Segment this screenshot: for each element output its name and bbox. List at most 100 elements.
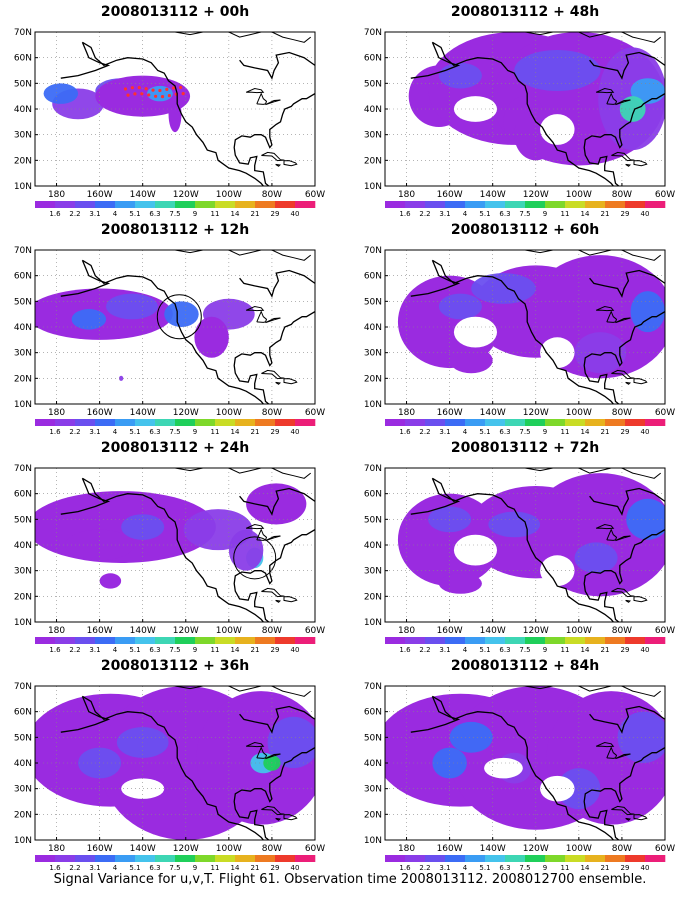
colorbar-label: 1.6	[49, 428, 61, 436]
colorbar-swatch	[525, 637, 546, 644]
colorbar-swatch	[585, 201, 606, 208]
lon-tick-label: 140W	[130, 844, 156, 854]
colorbar-label: 9	[193, 864, 197, 872]
colorbar-swatch	[565, 855, 586, 862]
colorbar-swatch	[605, 855, 626, 862]
colorbar-label: 5.1	[479, 210, 490, 218]
lat-tick-label: 30N	[14, 567, 32, 577]
colorbar-swatch	[545, 419, 566, 426]
colorbar-swatch	[645, 637, 666, 644]
colorbar-swatch	[275, 855, 296, 862]
colorbar-swatch	[235, 201, 256, 208]
lon-tick-label: 180	[398, 844, 415, 854]
lon-tick-label: 140W	[130, 626, 156, 636]
lon-tick-label: 120W	[523, 626, 549, 636]
lat-tick-label: 30N	[14, 131, 32, 141]
colorbar-swatch	[215, 855, 236, 862]
colorbar-label: 21	[251, 864, 260, 872]
colorbar-swatch	[55, 419, 76, 426]
colorbar-label: 6.3	[149, 646, 160, 654]
lon-tick-label: 180	[48, 844, 65, 854]
colorbar-label: 9	[543, 210, 547, 218]
colorbar: 1.6 2.2 3.1 4 5.1 6.3 7.5 9 11 14 21 29 40	[385, 419, 666, 436]
colorbar-swatch	[625, 855, 646, 862]
lon-tick-label: 160W	[437, 844, 463, 854]
lat-tick-label: 40N	[364, 541, 382, 551]
variance-blob	[71, 309, 107, 330]
colorbar-label: 3.1	[89, 864, 100, 872]
colorbar-label: 2.2	[419, 210, 430, 218]
colorbar-label: 9	[543, 864, 547, 872]
colorbar-swatch	[645, 201, 666, 208]
variance-blob	[164, 301, 199, 327]
colorbar-label: 14	[231, 428, 240, 436]
colorbar-label: 4	[463, 864, 468, 872]
variance-field	[35, 686, 315, 840]
lat-tick-label: 30N	[364, 785, 382, 795]
lat-tick-label: 60N	[14, 54, 32, 64]
colorbar-swatch	[605, 419, 626, 426]
colorbar-swatch	[405, 419, 426, 426]
lon-tick-label: 60W	[655, 844, 675, 854]
colorbar-label: 1.6	[399, 864, 411, 872]
lat-tick-label: 20N	[14, 374, 32, 384]
colorbar-swatch	[385, 637, 406, 644]
lon-tick-label: 60W	[655, 408, 675, 418]
lon-tick-label: 80W	[262, 844, 282, 854]
highlight-circle	[156, 294, 202, 340]
lon-tick-label: 140W	[130, 190, 156, 200]
lat-tick-label: 10N	[14, 182, 32, 192]
lat-tick-label: 70N	[14, 682, 32, 692]
colorbar-label: 2.2	[69, 210, 80, 218]
colorbar-swatch	[445, 201, 466, 208]
colorbar-label: 2.2	[419, 864, 430, 872]
colorbar-swatch	[175, 855, 196, 862]
colorbar-label: 14	[231, 646, 240, 654]
colorbar-swatch	[585, 637, 606, 644]
variance-blob	[438, 293, 482, 320]
colorbar-label: 11	[211, 646, 220, 654]
flight-obs-point	[137, 85, 141, 90]
colorbar-swatch	[605, 201, 626, 208]
colorbar-label: 40	[641, 646, 650, 654]
flight-obs-point	[147, 93, 151, 97]
colorbar-label: 4	[463, 210, 468, 218]
lon-tick-label: 120W	[173, 844, 199, 854]
lon-tick-label: 140W	[480, 844, 506, 854]
lat-tick-label: 20N	[364, 374, 382, 384]
colorbar-swatch	[135, 419, 156, 426]
lat-tick-label: 20N	[364, 810, 382, 820]
variance-blob	[488, 511, 541, 538]
flight-obs-point	[172, 86, 176, 90]
lat-tick-label: 70N	[14, 246, 32, 256]
colorbar-swatch	[545, 855, 566, 862]
lat-lon-grid	[385, 250, 665, 404]
colorbar-swatch	[525, 201, 546, 208]
flight-obs-point	[179, 85, 183, 90]
colorbar-label: 2.2	[69, 428, 80, 436]
colorbar-label: 14	[231, 210, 240, 218]
lat-tick-label: 70N	[364, 246, 382, 256]
colorbar-label: 21	[601, 864, 610, 872]
lat-tick-label: 60N	[14, 272, 32, 282]
colorbar-swatch	[275, 201, 296, 208]
colorbar-swatch	[115, 201, 136, 208]
lat-tick-label: 60N	[14, 708, 32, 718]
flight-obs-point	[154, 94, 158, 98]
colorbar-label: 14	[581, 210, 590, 218]
colorbar-swatch	[385, 201, 406, 208]
flight-obs-point	[126, 93, 130, 97]
lon-tick-label: 180	[48, 408, 65, 418]
colorbar-label: 6.3	[149, 428, 160, 436]
colorbar-swatch	[625, 419, 646, 426]
variance-blob	[557, 768, 601, 810]
colorbar-swatch	[195, 637, 216, 644]
variance-field	[385, 468, 665, 622]
colorbar-swatch	[445, 637, 466, 644]
low-variance-area	[484, 757, 523, 779]
low-variance-area	[453, 316, 498, 348]
lon-tick-label: 120W	[523, 844, 549, 854]
colorbar-swatch	[385, 419, 406, 426]
colorbar-swatch	[35, 419, 56, 426]
colorbar-label: 14	[581, 428, 590, 436]
